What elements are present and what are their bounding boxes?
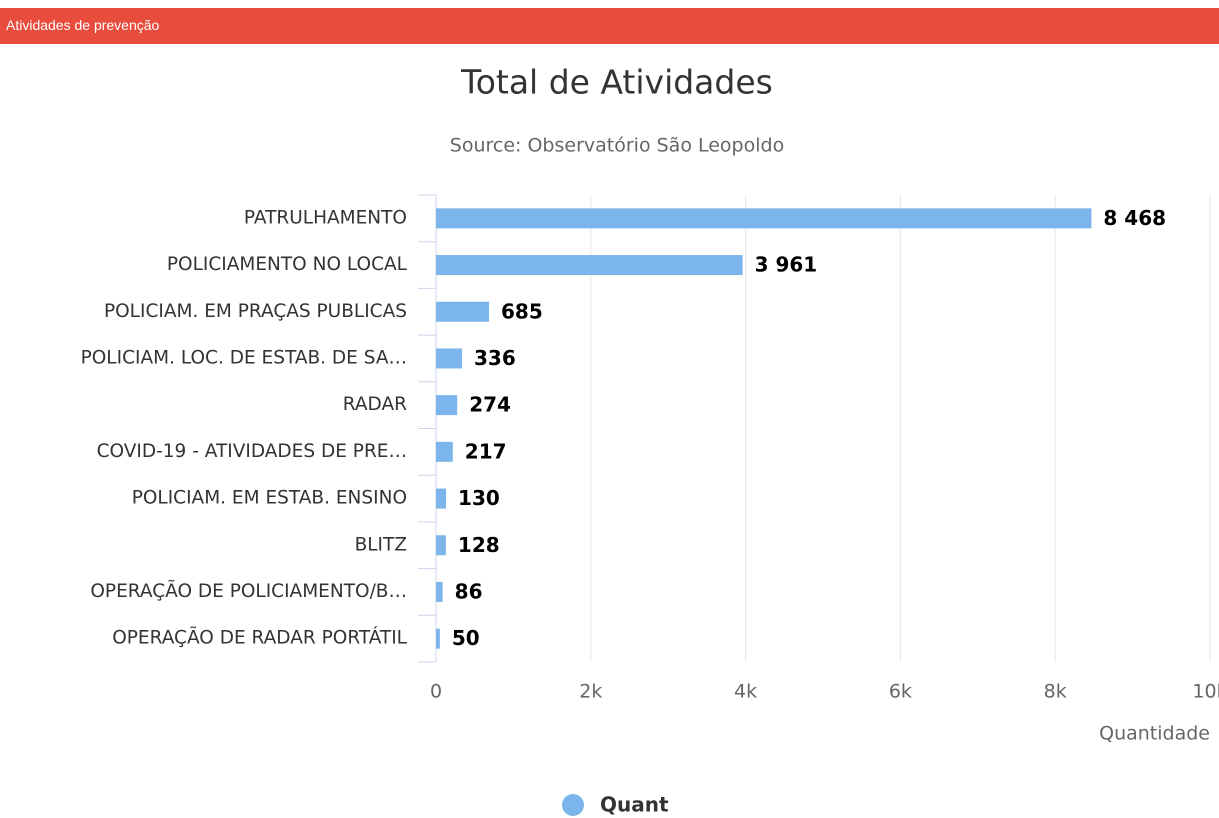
y-tick-label: BLITZ <box>355 534 407 555</box>
bar <box>436 581 443 602</box>
y-tick-label: PATRULHAMENTO <box>244 207 407 228</box>
y-tick-label: POLICIAM. EM ESTAB. ENSINO <box>132 488 407 509</box>
data-label: 130 <box>458 486 500 510</box>
data-label: 50 <box>452 626 480 650</box>
x-tick-label: 8k <box>1044 681 1067 703</box>
data-label: 217 <box>465 439 507 463</box>
data-label: 685 <box>501 299 543 323</box>
bar <box>436 441 453 462</box>
data-label: 3 961 <box>755 253 818 277</box>
legend-marker <box>562 794 584 816</box>
y-tick-label: OPERAÇÃO DE POLICIAMENTO/B… <box>90 580 407 602</box>
bar <box>436 395 458 416</box>
bar <box>436 348 463 369</box>
bar <box>436 488 447 509</box>
data-label: 128 <box>458 533 500 557</box>
y-tick-label: POLICIAMENTO NO LOCAL <box>167 254 408 275</box>
header-title: Atividades de prevenção <box>6 17 160 33</box>
y-tick-label: POLICIAM. LOC. DE ESTAB. DE SA… <box>81 347 407 368</box>
bar <box>436 535 446 556</box>
data-label: 86 <box>455 579 483 603</box>
bar <box>436 255 743 276</box>
data-label: 274 <box>469 393 511 417</box>
x-tick-label: 0 <box>430 681 442 703</box>
chart-title: Total de Atividades <box>460 63 773 102</box>
data-label: 336 <box>474 346 516 370</box>
chart-subtitle: Source: Observatório São Leopoldo <box>450 135 784 157</box>
x-tick-label: 4k <box>734 681 757 703</box>
x-tick-label: 6k <box>889 681 912 703</box>
bar <box>436 301 490 322</box>
y-tick-label: OPERAÇÃO DE RADAR PORTÁTIL <box>112 627 407 649</box>
y-tick-label: COVID-19 - ATIVIDADES DE PRE… <box>97 441 407 462</box>
bar <box>436 628 440 649</box>
y-tick-label: POLICIAM. EM PRAÇAS PUBLICAS <box>104 301 407 322</box>
bar <box>436 208 1092 229</box>
y-tick-label: RADAR <box>343 394 407 415</box>
x-tick-label: 2k <box>579 681 602 703</box>
x-axis-label: Quantidade <box>1099 723 1210 745</box>
header: Atividades de prevenção <box>0 8 1219 44</box>
legend-label: Quant <box>600 793 669 817</box>
data-label: 8 468 <box>1103 206 1166 230</box>
x-tick-label: 10k <box>1192 681 1219 703</box>
